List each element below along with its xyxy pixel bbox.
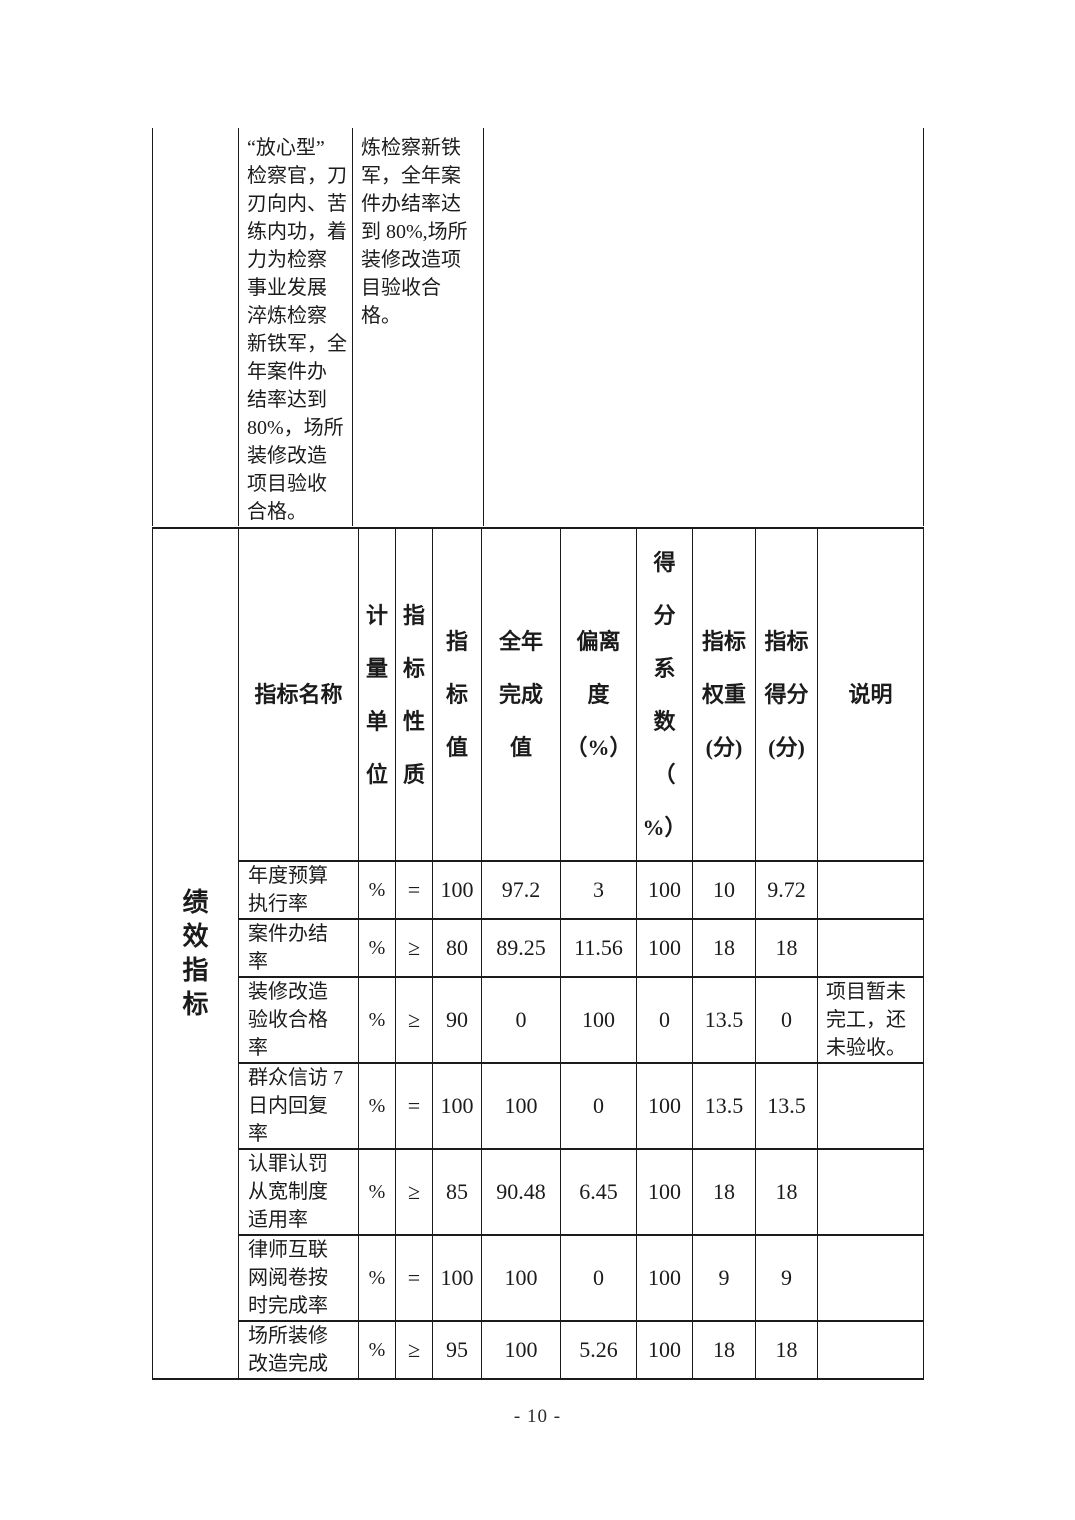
cell-note-r4 [817, 1148, 924, 1236]
row-group-label: 绩效指标 [182, 887, 209, 1019]
cell-deviation-r5: 0 [560, 1234, 637, 1322]
cell-weight-r5: 9 [692, 1234, 756, 1322]
cell-target-r1: 80 [432, 918, 482, 978]
cell-score-r0: 9.72 [755, 860, 818, 920]
cell-target-r6: 95 [432, 1320, 482, 1380]
cell-name-r0: 年度预算 执行率 [238, 860, 359, 920]
cell-target-r5: 100 [432, 1234, 482, 1322]
cell-unit-r0: % [358, 860, 396, 920]
cell-unit-r2: % [358, 976, 396, 1064]
cell-note-r5 [817, 1234, 924, 1322]
indicator-row: 场所装修 改造完成 % ≥ 95 100 5.26 100 18 18 [153, 1320, 924, 1380]
col-header-nature: 指 标 性 质 [395, 527, 433, 862]
col-header-unit: 计 量 单 位 [358, 527, 396, 862]
cell-deviation-r6: 5.26 [560, 1320, 637, 1380]
indicator-row: 案件办结 率 % ≥ 80 89.25 11.56 100 18 18 [153, 918, 924, 978]
cell-score-r6: 18 [755, 1320, 818, 1380]
cell-unit-r5: % [358, 1234, 396, 1322]
cell-unit-r4: % [358, 1148, 396, 1236]
indicator-table: 绩效指标 指标名称 计 量 单 位 指 标 性 质 指 标 值 全年 完成 值 … [152, 527, 924, 1380]
cell-deviation-r0: 3 [560, 860, 637, 920]
cell-nature-r2: ≥ [395, 976, 433, 1064]
col-header-weight: 指标 权重 (分) [692, 527, 756, 862]
cell-target-r4: 85 [432, 1148, 482, 1236]
cell-nature-r1: ≥ [395, 918, 433, 978]
cell-weight-r6: 18 [692, 1320, 756, 1380]
cell-actual-r6: 100 [481, 1320, 561, 1380]
cell-coefficient-r2: 0 [636, 976, 693, 1064]
cell-note-r3 [817, 1062, 924, 1150]
col-header-score-coefficient: 得 分 系 数 （ %） [636, 527, 693, 862]
continued-cell-right [483, 128, 924, 526]
indicator-row: 年度预算 执行率 % = 100 97.2 3 100 10 9.72 [153, 860, 924, 920]
cell-coefficient-r4: 100 [636, 1148, 693, 1236]
row-group-cell: 绩效指标 [152, 527, 239, 1380]
cell-deviation-r2: 100 [560, 976, 637, 1064]
cell-note-r1 [817, 918, 924, 978]
indicator-row: 群众信访 7 日内回复 率 % = 100 100 0 100 13.5 13.… [153, 1062, 924, 1150]
cell-nature-r4: ≥ [395, 1148, 433, 1236]
cell-name-r5: 律师互联 网阅卷按 时完成率 [238, 1234, 359, 1322]
col-header-score: 指标 得分 (分) [755, 527, 818, 862]
cell-actual-r0: 97.2 [481, 860, 561, 920]
col-header-deviation: 偏离 度 （%） [560, 527, 637, 862]
indicator-row: 律师互联 网阅卷按 时完成率 % = 100 100 0 100 9 9 [153, 1234, 924, 1322]
cell-name-r2: 装修改造 验收合格 率 [238, 976, 359, 1064]
cell-deviation-r4: 6.45 [560, 1148, 637, 1236]
cell-score-r4: 18 [755, 1148, 818, 1236]
cell-unit-r3: % [358, 1062, 396, 1150]
page-number: - 10 - [513, 1406, 562, 1427]
cell-actual-r4: 90.48 [481, 1148, 561, 1236]
cell-actual-r3: 100 [481, 1062, 561, 1150]
cell-nature-r0: = [395, 860, 433, 920]
col-header-note: 说明 [817, 527, 924, 862]
col-header-indicator-name: 指标名称 [238, 527, 359, 862]
cell-note-r2: 项目暂未 完工，还 未验收。 [817, 976, 924, 1064]
cell-actual-r5: 100 [481, 1234, 561, 1322]
cell-coefficient-r0: 100 [636, 860, 693, 920]
cell-score-r5: 9 [755, 1234, 818, 1322]
col-header-target-value: 指 标 值 [432, 527, 482, 862]
cell-score-r2: 0 [755, 976, 818, 1064]
cell-nature-r6: ≥ [395, 1320, 433, 1380]
cell-note-r0 [817, 860, 924, 920]
cell-weight-r0: 10 [692, 860, 756, 920]
cell-target-r0: 100 [432, 860, 482, 920]
cell-nature-r5: = [395, 1234, 433, 1322]
cell-unit-r6: % [358, 1320, 396, 1380]
cell-weight-r1: 18 [692, 918, 756, 978]
cell-deviation-r3: 0 [560, 1062, 637, 1150]
cell-unit-r1: % [358, 918, 396, 978]
cell-name-r6: 场所装修 改造完成 [238, 1320, 359, 1380]
continued-cell-criteria-text: 炼检察新铁 军，全年案 件办结率达 到 80%,场所 装修改造项 目验收合 格。 [352, 128, 484, 526]
continued-table: “放心型” 检察官，刀 刃向内、苦 练内功，着 力为检察 事业发展 淬炼检察 新… [152, 128, 924, 526]
indicator-row: 装修改造 验收合格 率 % ≥ 90 0 100 0 13.5 0 项目暂未 完… [153, 976, 924, 1064]
cell-score-r3: 13.5 [755, 1062, 818, 1150]
cell-name-r1: 案件办结 率 [238, 918, 359, 978]
continued-cell-goal-text: “放心型” 检察官，刀 刃向内、苦 练内功，着 力为检察 事业发展 淬炼检察 新… [238, 128, 353, 526]
cell-actual-r1: 89.25 [481, 918, 561, 978]
continued-cell-left [152, 128, 239, 526]
cell-score-r1: 18 [755, 918, 818, 978]
cell-note-r6 [817, 1320, 924, 1380]
cell-deviation-r1: 11.56 [560, 918, 637, 978]
cell-name-r4: 认罪认罚 从宽制度 适用率 [238, 1148, 359, 1236]
cell-coefficient-r6: 100 [636, 1320, 693, 1380]
col-header-annual-actual: 全年 完成 值 [481, 527, 561, 862]
cell-nature-r3: = [395, 1062, 433, 1150]
indicator-row: 认罪认罚 从宽制度 适用率 % ≥ 85 90.48 6.45 100 18 1… [153, 1148, 924, 1236]
cell-weight-r2: 13.5 [692, 976, 756, 1064]
cell-name-r3: 群众信访 7 日内回复 率 [238, 1062, 359, 1150]
cell-coefficient-r1: 100 [636, 918, 693, 978]
cell-weight-r3: 13.5 [692, 1062, 756, 1150]
cell-target-r3: 100 [432, 1062, 482, 1150]
cell-coefficient-r5: 100 [636, 1234, 693, 1322]
cell-coefficient-r3: 100 [636, 1062, 693, 1150]
cell-target-r2: 90 [432, 976, 482, 1064]
cell-weight-r4: 18 [692, 1148, 756, 1236]
cell-actual-r2: 0 [481, 976, 561, 1064]
